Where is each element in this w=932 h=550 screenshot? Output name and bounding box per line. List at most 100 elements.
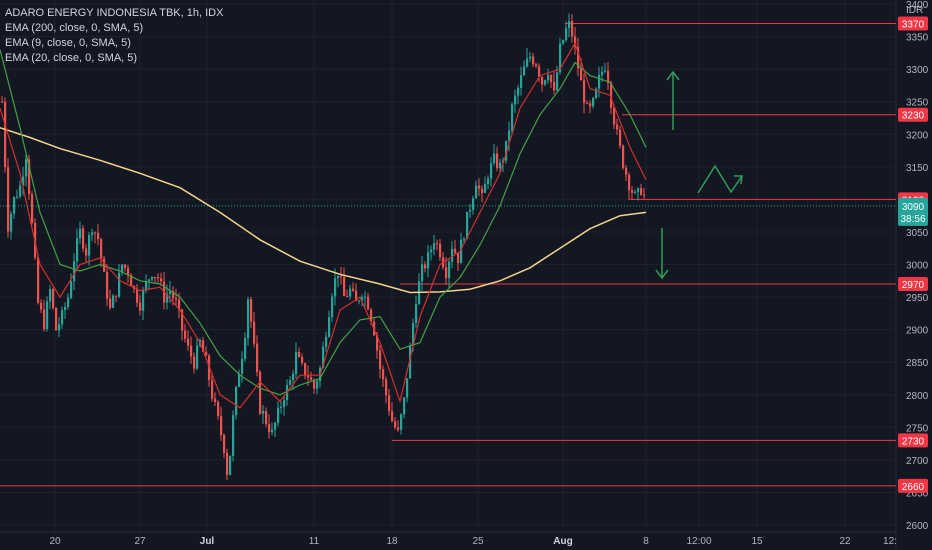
candle-body [364,296,367,298]
price-axis-ticks[interactable]: 2600 2650 2700 2750 2800 2850 2900 2950 3000 3050… [906,0,929,532]
candle-body [388,395,391,412]
time-tick-label[interactable]: Aug [553,536,572,547]
level-price-labels: 337032303100297027302660 [898,16,928,493]
candle-body [472,198,475,210]
candle-body [214,398,217,402]
time-tick-label[interactable]: 18 [386,536,398,547]
price-tick-label[interactable]: 3350 [906,33,929,44]
candle-body [40,302,43,310]
candle-body [172,291,175,299]
time-tick-label[interactable]: 22 [839,536,851,547]
candle-body [46,301,49,330]
horizontal-levels[interactable] [0,23,896,487]
time-tick-label[interactable]: 15 [751,536,763,547]
candle-body [223,435,226,453]
candle-body [253,321,256,344]
candle-body [157,277,160,279]
candle-body [622,145,625,168]
candle-body [292,373,295,381]
time-tick-label[interactable]: 12:00 [686,536,711,547]
candle-body [52,289,55,308]
price-tick-label[interactable]: 3000 [906,261,929,272]
time-tick-label[interactable]: 25 [472,536,484,547]
legend-title[interactable]: ADARO ENERGY INDONESIA TBK, 1h, IDX [5,7,224,19]
candle-body [178,299,181,310]
candle-body [391,411,394,422]
candle-body [19,185,22,197]
price-tick-label[interactable]: 3300 [906,65,929,76]
candle-body [367,296,370,310]
price-tick-label[interactable]: 3150 [906,163,929,174]
time-tick-label[interactable]: 27 [134,536,146,547]
price-tick-label[interactable]: 3400 [906,0,929,11]
candle-body [451,248,454,262]
candle-body [61,310,64,325]
candle-body [316,381,319,389]
candle-body [76,238,79,262]
candle-body [169,291,172,294]
arrow-up-icon[interactable] [666,70,680,130]
candle-body [277,407,280,423]
price-tick-label[interactable]: 2850 [906,358,929,369]
candle-body [31,194,34,223]
level-badge-text: 2730 [902,436,925,447]
candle-body [142,290,145,311]
candle-body [205,352,208,356]
price-tick-label[interactable]: 3050 [906,228,929,239]
candle-body [487,178,490,184]
time-tick-label[interactable]: Jul [200,536,215,547]
price-tick-label[interactable]: 2950 [906,293,929,304]
candle-body [466,211,469,239]
candle-body [328,317,331,337]
candle-body [493,153,496,164]
drawings[interactable] [655,70,743,280]
time-axis-ticks[interactable]: 20 27 Jul 11 18 25 Aug 8 12:00 15 22 12: [49,536,897,547]
legend-ema9[interactable]: EMA (9, close, 0, SMA, 5) [5,37,131,49]
candle-body [148,279,151,281]
candle-body [298,352,301,357]
time-tick-label[interactable]: 11 [309,536,320,547]
candle-body [514,95,517,105]
price-tick-label[interactable]: 2650 [906,488,929,499]
candle-body [115,295,118,297]
legend-ema200[interactable]: EMA (200, close, 0, SMA, 5) [5,22,144,34]
candle-body [463,238,466,240]
zigzag-arrow-icon[interactable] [697,164,743,194]
currency-label[interactable]: IDR [906,5,924,16]
level-badge-text: 2660 [902,482,925,493]
candle-body [85,248,88,256]
price-tick-label[interactable]: 2700 [906,456,929,467]
ema9-line [0,41,647,409]
candle-body [181,309,184,331]
ema200-line [0,126,647,294]
price-tick-label[interactable]: 2750 [906,423,929,434]
candle-body [196,345,199,369]
price-tick-label[interactable]: 2800 [906,391,929,402]
candle-body [430,249,433,253]
candle-body [511,104,514,131]
candle-body [145,280,148,291]
price-tick-label[interactable]: 3250 [906,98,929,109]
grid [0,0,896,532]
price-tick-label[interactable]: 3200 [906,130,929,141]
level-badge-2970 [898,277,928,292]
candle-body [436,243,439,245]
candle-body [304,363,307,376]
candle-body [607,70,610,84]
time-tick-label[interactable]: 8 [643,536,649,547]
legend-ema20[interactable]: EMA (20, close, 0, SMA, 5) [5,52,138,64]
candle-body [454,248,457,253]
candle-body [97,232,100,240]
arrow-down-icon[interactable] [655,228,669,280]
candle-body [490,163,493,179]
candle-body [445,267,448,279]
candle-body [409,345,412,379]
price-tick-label[interactable]: 2600 [906,521,929,532]
time-tick-label[interactable]: 12: [883,536,897,547]
level-badge-3230 [898,107,928,122]
candle-body [643,194,646,196]
price-tick-label[interactable]: 2900 [906,326,929,337]
candle-body [25,159,28,177]
time-tick-label[interactable]: 20 [49,536,61,547]
